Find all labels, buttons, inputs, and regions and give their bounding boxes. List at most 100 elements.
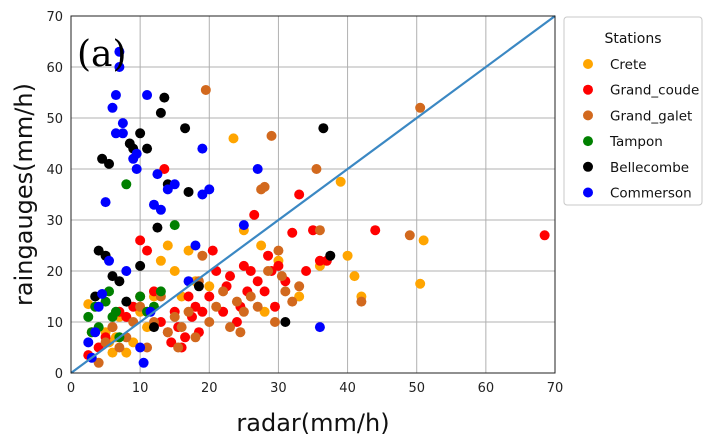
data-point	[259, 286, 270, 297]
panel-label: (a)	[77, 34, 127, 75]
legend: Stations Crete Grand_coude Grand_galet Tamp…	[563, 16, 703, 206]
legend-marker	[583, 84, 593, 95]
data-point	[180, 123, 191, 134]
data-point	[110, 128, 121, 139]
data-point	[148, 286, 159, 297]
data-point	[294, 189, 305, 200]
data-point	[173, 342, 184, 353]
data-point	[314, 322, 325, 333]
series-commerson	[83, 46, 325, 368]
y-tick-label: 20	[46, 265, 63, 280]
data-point	[114, 46, 125, 57]
y-tick-label: 30	[46, 214, 63, 229]
x-tick-label: 60	[478, 381, 495, 396]
data-point	[418, 235, 429, 246]
data-point	[197, 143, 208, 154]
data-point	[107, 322, 118, 333]
data-point	[245, 291, 256, 302]
data-point	[276, 271, 287, 282]
data-point	[159, 164, 170, 174]
data-point	[356, 296, 367, 307]
data-point	[128, 301, 139, 312]
data-point	[207, 245, 218, 256]
data-point	[342, 250, 353, 261]
data-point	[314, 255, 325, 266]
data-point	[131, 164, 142, 174]
data-point	[252, 276, 263, 287]
y-tick-label: 70	[46, 10, 63, 25]
data-point	[114, 342, 125, 353]
legend-label: Bellecombe	[610, 160, 689, 176]
data-point	[114, 276, 125, 287]
x-tick-label: 50	[408, 381, 425, 396]
legend-marker	[583, 110, 593, 121]
data-point	[121, 311, 132, 322]
data-point	[238, 220, 249, 231]
legend-item-grand_coude: Grand_coude	[583, 83, 699, 99]
data-point	[90, 327, 101, 338]
data-point	[162, 184, 173, 195]
data-point	[197, 306, 208, 317]
data-point	[100, 296, 111, 307]
y-tick-labels: 0 10 20 30 40 50 60 70	[46, 10, 63, 382]
data-point	[148, 322, 159, 333]
data-point	[183, 306, 194, 317]
data-point	[245, 266, 256, 276]
data-point	[269, 301, 280, 312]
legend-label: Commerson	[610, 186, 692, 202]
y-tick-label: 60	[46, 61, 63, 76]
data-point	[107, 271, 118, 282]
data-point	[93, 357, 104, 368]
data-point	[280, 317, 291, 327]
data-point	[415, 102, 426, 113]
data-point	[128, 337, 139, 348]
data-point	[269, 317, 280, 327]
data-point	[142, 342, 153, 353]
data-point	[370, 225, 381, 236]
identity-line	[70, 15, 556, 374]
data-point	[294, 281, 305, 292]
data-point	[183, 245, 194, 256]
data-point	[131, 148, 142, 159]
data-point	[155, 255, 166, 266]
data-point	[204, 184, 215, 195]
legend-marker	[583, 136, 593, 147]
legend-item-commerson: Commerson	[583, 186, 692, 202]
data-point	[225, 322, 236, 333]
series-bellecombe	[90, 92, 336, 333]
data-point	[83, 337, 94, 348]
data-point	[148, 199, 159, 210]
data-point	[308, 225, 318, 236]
legend-marker	[583, 187, 593, 198]
data-point	[197, 189, 208, 200]
data-point	[415, 278, 426, 289]
data-point	[169, 311, 180, 322]
legend-item-grand_galet: Grand_galet	[583, 108, 692, 124]
data-point	[155, 286, 166, 297]
data-point	[110, 306, 121, 317]
data-point	[114, 62, 125, 72]
x-tick-label: 30	[270, 381, 287, 396]
x-tick-label: 10	[132, 381, 149, 396]
data-point	[135, 342, 146, 353]
data-point	[325, 250, 336, 261]
reference-line-layer	[70, 15, 556, 374]
data-point	[335, 176, 346, 187]
x-tick-label: 0	[67, 381, 75, 396]
data-point	[121, 296, 132, 307]
data-point	[183, 291, 194, 302]
data-point	[280, 286, 291, 297]
data-point	[228, 133, 239, 144]
data-point	[238, 260, 249, 271]
y-tick-label: 50	[46, 112, 63, 127]
data-point	[100, 197, 111, 208]
data-point	[104, 255, 115, 266]
legend-marker	[583, 59, 593, 69]
legend-label: Grand_galet	[610, 108, 692, 124]
data-point	[259, 306, 270, 317]
legend-marker	[583, 161, 593, 172]
data-point	[121, 347, 132, 358]
data-point	[135, 301, 146, 312]
data-point	[252, 164, 263, 174]
